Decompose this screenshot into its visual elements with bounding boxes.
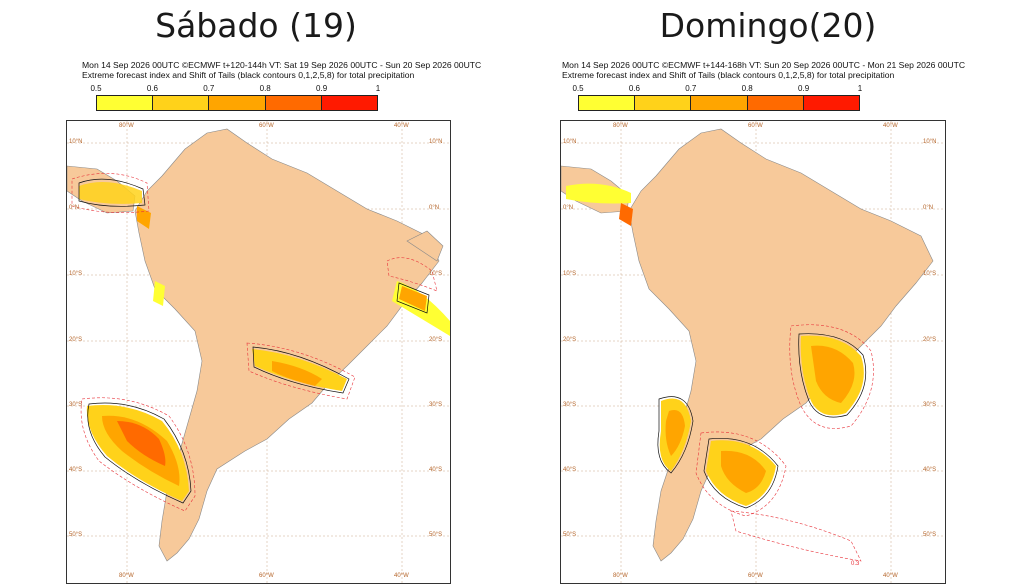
- lat-label: 30°S: [69, 402, 83, 408]
- contour-label: 0.3: [851, 561, 860, 567]
- south-america-map[interactable]: 80°W 60°W 40°W 80°W 60°W 40°W 10°N 0°N 1…: [66, 120, 451, 584]
- sot-contours: [78, 178, 430, 504]
- map-canvas: [67, 121, 450, 583]
- lon-label: 60°W: [259, 573, 274, 579]
- lon-label: 80°W: [613, 123, 628, 129]
- forecast-header-line2: Extreme forecast index and Shift of Tail…: [82, 70, 415, 80]
- lat-label: 10°N: [563, 139, 577, 145]
- lon-label: 80°W: [613, 573, 628, 579]
- lon-label: 40°W: [394, 573, 409, 579]
- lat-label: 40°S: [563, 467, 577, 473]
- lon-label: 60°W: [748, 123, 763, 129]
- legend-swatch: [265, 96, 322, 110]
- legend-label: 1: [375, 84, 381, 93]
- lat-label: 10°S: [923, 271, 937, 277]
- legend-label: 0.5: [572, 84, 584, 93]
- legend-color-bar: [578, 95, 860, 111]
- legend-swatch: [209, 96, 266, 110]
- lon-label: 40°W: [394, 123, 409, 129]
- efi-legend: 0.5 0.6 0.7 0.8 0.9 1: [572, 84, 863, 116]
- lat-label: 30°S: [429, 402, 443, 408]
- panel-title: Sábado (19): [155, 6, 357, 45]
- lat-label: 0°N: [923, 205, 934, 211]
- lat-label: 20°S: [69, 337, 83, 343]
- panel-sunday: Domingo(20) Mon 14 Sep 2026 00UTC ©ECMWF…: [512, 0, 1024, 585]
- legend-swatch: [803, 96, 860, 110]
- lat-label: 50°S: [69, 532, 83, 538]
- forecast-header-line1: Mon 14 Sep 2026 00UTC ©ECMWF t+144-168h …: [562, 60, 966, 70]
- lon-label: 80°W: [119, 573, 134, 579]
- lat-label: 10°S: [563, 271, 577, 277]
- legend-label: 0.8: [741, 84, 753, 93]
- legend-swatch: [747, 96, 804, 110]
- legend-label: 0.9: [798, 84, 810, 93]
- lat-label: 0°N: [69, 205, 80, 211]
- lat-label: 50°S: [923, 532, 937, 538]
- lat-label: 10°N: [429, 139, 443, 145]
- legend-label: 0.7: [685, 84, 697, 93]
- efi-0-3-contour: [695, 324, 874, 562]
- forecast-header-line1: Mon 14 Sep 2026 00UTC ©ECMWF t+120-144h …: [82, 60, 482, 70]
- legend-swatch: [153, 96, 210, 110]
- legend-swatch: [321, 96, 378, 110]
- lat-label: 20°S: [429, 337, 443, 343]
- lat-label: 10°N: [923, 139, 937, 145]
- lat-label: 10°S: [69, 271, 83, 277]
- lon-label: 40°W: [883, 123, 898, 129]
- legend-label: 0.6: [146, 84, 158, 93]
- legend-swatch: [97, 96, 154, 110]
- lat-label: 0°N: [563, 205, 574, 211]
- legend-label: 0.9: [316, 84, 328, 93]
- panel-title: Domingo(20): [659, 6, 877, 45]
- lon-label: 40°W: [883, 573, 898, 579]
- lat-label: 30°S: [563, 402, 577, 408]
- lat-label: 20°S: [923, 337, 937, 343]
- lat-label: 40°S: [923, 467, 937, 473]
- lat-label: 10°N: [69, 139, 83, 145]
- lat-label: 0°N: [429, 205, 440, 211]
- panel-saturday: Sábado (19) Mon 14 Sep 2026 00UTC ©ECMWF…: [66, 6, 482, 584]
- continent-land: [134, 128, 440, 562]
- efi-shading: [566, 183, 864, 506]
- legend-swatch: [691, 96, 748, 110]
- legend-label: 0.8: [259, 84, 271, 93]
- lat-label: 10°S: [429, 271, 443, 277]
- lat-label: 40°S: [69, 467, 83, 473]
- lat-label: 40°S: [429, 467, 443, 473]
- legend-label: 0.5: [90, 84, 102, 93]
- lat-label: 50°S: [429, 532, 443, 538]
- legend-color-bar: [96, 95, 378, 111]
- sot-contours: [657, 333, 867, 509]
- lon-label: 60°W: [748, 573, 763, 579]
- efi-shading: [79, 182, 450, 501]
- legend-swatch: [635, 96, 692, 110]
- efi-0-3-contour: [71, 173, 438, 512]
- lon-label: 80°W: [119, 123, 134, 129]
- lat-label: 30°S: [923, 402, 937, 408]
- lat-label: 20°S: [563, 337, 577, 343]
- lat-label: 50°S: [563, 532, 577, 538]
- efi-legend: 0.5 0.6 0.7 0.8 0.9 1: [90, 84, 381, 116]
- legend-label: 0.6: [628, 84, 640, 93]
- south-america-map[interactable]: 80°W 60°W 40°W 80°W 60°W 40°W 10°N 0°N 1…: [560, 120, 946, 584]
- lon-label: 60°W: [259, 123, 274, 129]
- legend-swatch: [579, 96, 636, 110]
- legend-label: 0.7: [203, 84, 215, 93]
- map-canvas: [561, 121, 945, 583]
- continent-land: [628, 128, 934, 562]
- forecast-header-line2: Extreme forecast index and Shift of Tail…: [562, 70, 895, 80]
- legend-label: 1: [857, 84, 863, 93]
